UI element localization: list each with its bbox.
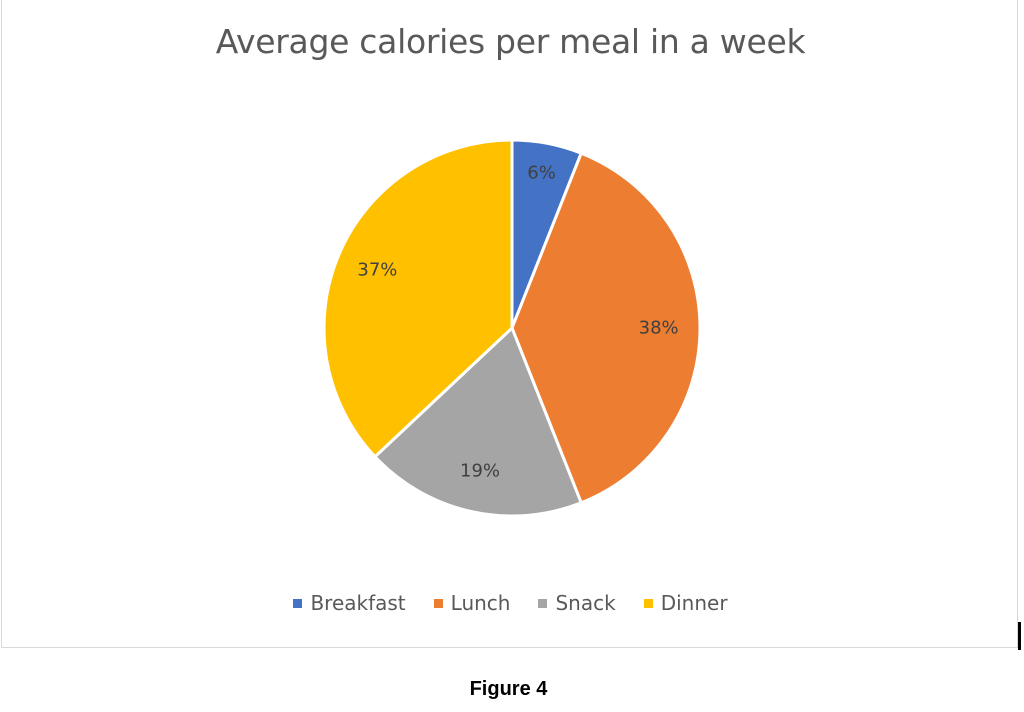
chart-title: Average calories per meal in a week: [215, 22, 806, 61]
chart-area: Average calories per meal in a week 6% 38…: [1, 0, 1018, 648]
legend-swatch-breakfast: [293, 598, 303, 608]
pie-slices: [322, 138, 702, 518]
legend-label-lunch: Lunch: [450, 591, 511, 615]
pie-slice-dinner: [322, 138, 514, 459]
figure-caption: Figure 4: [469, 678, 548, 700]
text-cursor-mark: [1018, 622, 1021, 650]
legend-swatch-dinner: [643, 598, 653, 608]
data-label-breakfast: 6%: [527, 162, 556, 183]
legend-item-dinner: Dinner: [643, 591, 728, 615]
legend-item-breakfast: Breakfast: [293, 591, 406, 615]
legend-item-snack: Snack: [538, 591, 616, 615]
data-label-snack: 19%: [460, 461, 500, 482]
pie-chart: 6% 38% 19% 37%: [322, 138, 702, 518]
pie-slice-lunch: [510, 151, 702, 505]
legend-label-breakfast: Breakfast: [310, 591, 406, 615]
data-label-dinner: 37%: [357, 259, 397, 280]
legend-label-dinner: Dinner: [660, 591, 728, 615]
legend-swatch-lunch: [433, 598, 443, 608]
legend: Breakfast Lunch Snack Dinner: [2, 591, 1019, 615]
data-label-lunch: 38%: [639, 318, 679, 339]
pie-slice-labels: 6% 38% 19% 37%: [357, 162, 678, 481]
legend-label-snack: Snack: [555, 591, 616, 615]
legend-swatch-snack: [538, 598, 548, 608]
pie-slice-snack: [373, 326, 583, 518]
legend-item-lunch: Lunch: [433, 591, 511, 615]
